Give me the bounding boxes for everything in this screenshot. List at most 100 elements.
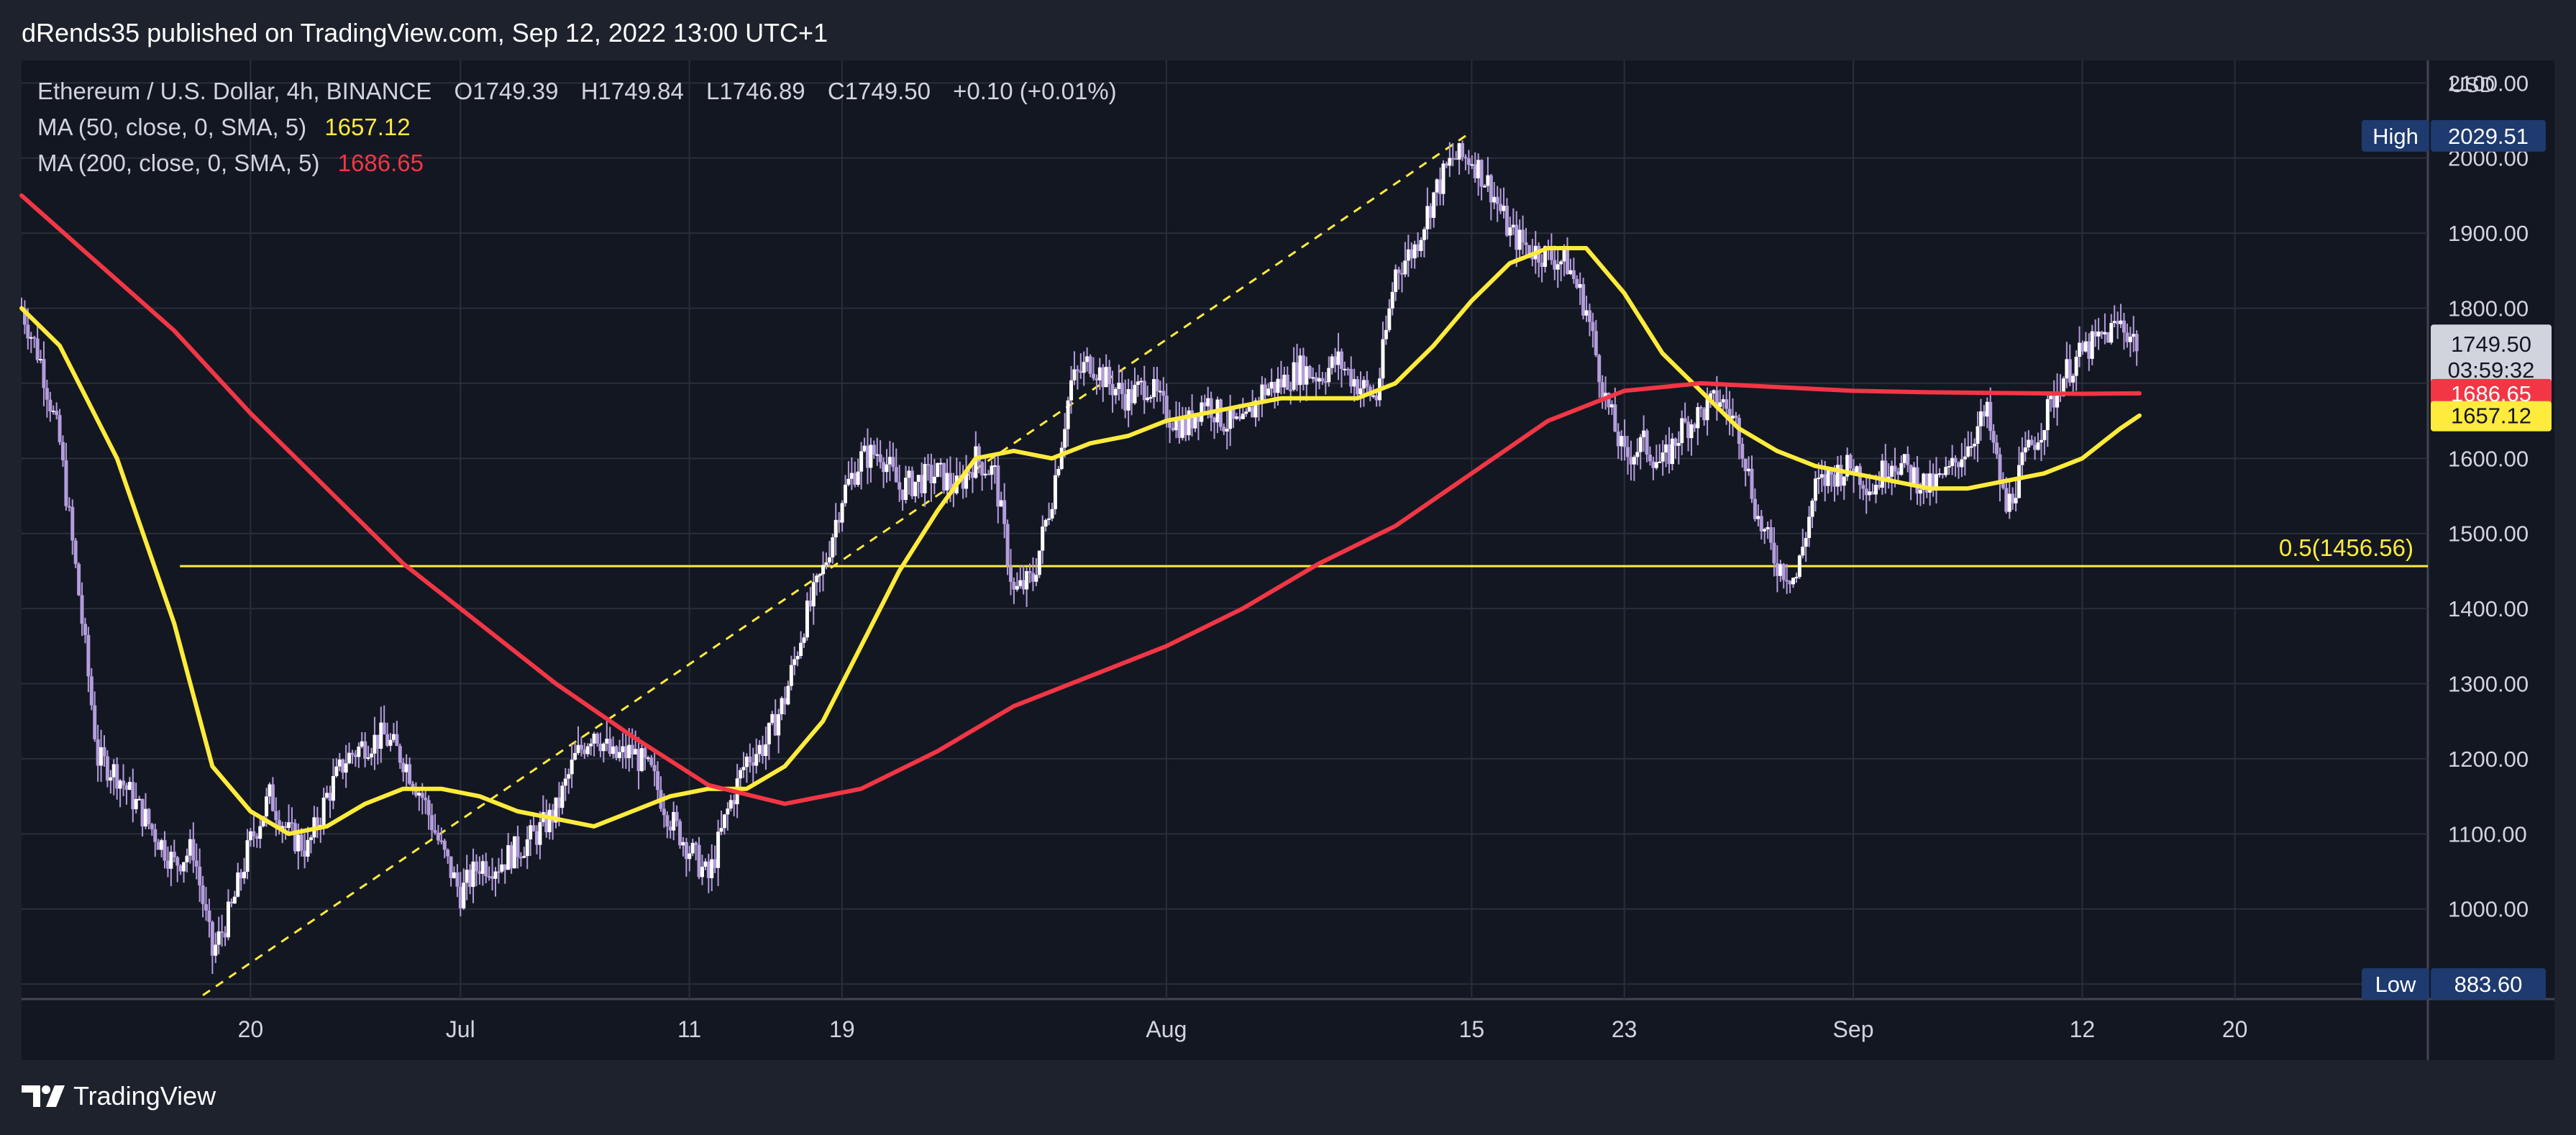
candle-body [220,931,224,934]
candle-body [1343,368,1347,370]
candle-body [1066,400,1070,429]
candle-body [1152,379,1156,398]
candle-body [996,465,1000,507]
price-tick-label: 1000.00 [2448,897,2529,922]
candle-body [127,782,132,790]
candle-body [1018,580,1023,586]
candle-body [309,837,313,840]
candle-body [777,714,781,736]
drawings[interactable]: 0.5(1456.56) [180,130,2428,997]
candle-body [1425,206,1430,229]
candle-body [321,797,326,825]
candle-body [576,744,580,753]
candle-body [1095,378,1099,380]
price-chart[interactable]: 0.5(1456.56) USD 900.001000.001100.00120… [0,0,2576,1063]
candle-body [1769,527,1773,543]
candle-body [662,808,666,816]
candle-body [385,734,390,746]
legend-open-label: O [455,78,473,104]
candle-body [172,852,176,857]
candle-body [1960,459,1964,468]
candle-body [1390,291,1394,309]
candle-body [1037,550,1041,575]
candle-body [2096,332,2101,337]
candle-body [1855,466,1859,475]
candle-body [923,464,927,493]
candle-body [1384,329,1388,339]
candle-body [2087,341,2091,359]
candle-body [439,840,444,842]
candle-body [697,844,701,878]
candle-body [465,870,469,883]
candle-body [1530,255,1535,260]
candle-body [1187,410,1191,436]
candle-body [862,445,867,452]
footer-brand[interactable]: TradingView [20,1076,216,1116]
candle-body [1451,158,1455,160]
candle-body [1670,438,1674,465]
candle-body [1718,402,1722,407]
candle-body [468,870,472,888]
candle-body [1251,406,1255,418]
candle-body [837,519,841,523]
candle-body [780,698,784,715]
badge-value-bg [2431,968,2546,1000]
time-tick-label: Aug [1146,1016,1187,1042]
candle-body [799,642,803,657]
candle-body [1502,206,1506,211]
legend-ma50[interactable]: MA (50, close, 0, SMA, 5) 1657.12 [37,114,411,140]
candle-body [1568,270,1573,275]
badge-tag-text: Low [2375,972,2416,997]
legend-ma50-label: MA (50, close, 0, SMA, 5) [37,114,306,140]
candle-body [1995,442,1999,455]
candle-body [1180,418,1184,438]
candle-body [1692,424,1696,429]
candle-body [1428,206,1433,218]
candle-body [1785,580,1789,582]
candle-body [1253,400,1258,418]
time-axis[interactable]: 20 Jul 11 19 Aug 15 23 Sep 12 20 [238,1016,2248,1042]
candle-body [414,788,418,796]
candle-body [1817,478,1821,480]
candle-body [1486,175,1490,186]
candle-body [1734,415,1738,419]
candle-body [913,481,918,496]
candle-body [35,338,40,360]
candle-body [1021,580,1026,590]
time-tick-label: 15 [1459,1016,1485,1042]
legend-ma200[interactable]: MA (200, close, 0, SMA, 5) 1686.65 [37,150,424,176]
candle-body [290,822,294,824]
candle-body [1988,401,1993,432]
candle-body [1352,379,1356,387]
candle-body [2020,452,2024,465]
candle-body [1883,460,1888,481]
candle-body [175,857,180,866]
candle-body [1909,465,1913,484]
candle-body [1575,278,1579,288]
candle-body [1470,164,1474,166]
candle-body [210,921,214,956]
candle-body [688,853,692,860]
candle-body [1307,366,1312,378]
candle-body [1397,269,1401,273]
candle-body [1689,424,1694,439]
candle-body [936,462,940,477]
price-axis-background [2428,60,2554,999]
candle-body [630,744,634,755]
candle-body [2078,342,2082,357]
candle-body [627,744,631,758]
candle-body [388,739,393,746]
current-price-bg [2431,324,2552,384]
candle-body [436,832,440,841]
candle-body [83,624,87,635]
candle-body [1238,416,1242,419]
candle-body [122,780,126,785]
candle-body [1225,429,1229,432]
candle-body [67,506,71,508]
tradingview-logo-icon [22,1085,65,1107]
candle-body [894,467,898,483]
candle-body [1622,436,1627,447]
candle-body [1699,407,1703,409]
candle-body [1123,393,1128,411]
candle-body [1830,470,1834,475]
